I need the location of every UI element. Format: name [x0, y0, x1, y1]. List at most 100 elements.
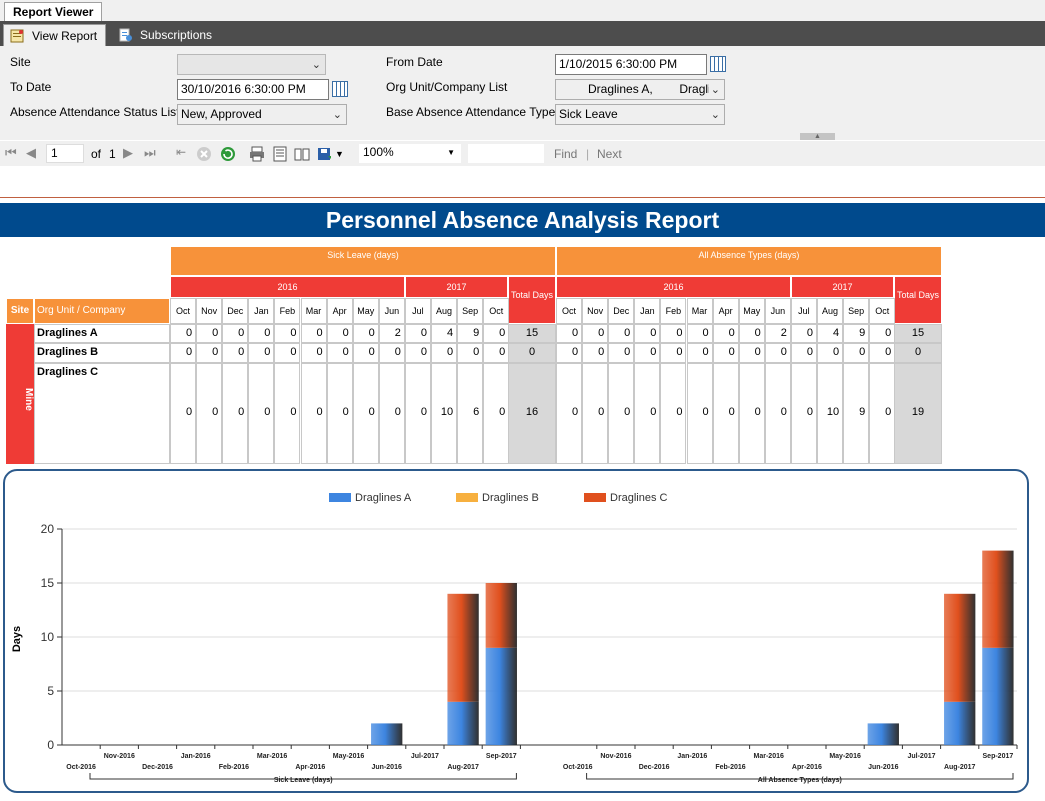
value-cell: 0: [378, 363, 405, 464]
year-header-2016: 2016: [170, 276, 405, 298]
month-header: Dec: [222, 298, 249, 324]
x-tick-label: Oct-2016: [563, 764, 593, 771]
tab-report-viewer[interactable]: Report Viewer: [4, 2, 103, 22]
calendar-icon[interactable]: [710, 56, 726, 72]
month-header: Oct: [869, 298, 896, 324]
value-cell: 9: [457, 324, 484, 343]
x-tick-label: Feb-2016: [715, 764, 745, 771]
org-select[interactable]: Draglines A, Draglir ⌄: [555, 79, 725, 100]
month-header: Oct: [170, 298, 197, 324]
status-select[interactable]: New, Approved ⌄: [177, 104, 347, 125]
value-cell: 0: [378, 343, 405, 363]
y-tick-label: 5: [47, 684, 54, 698]
value-cell: 0: [222, 363, 249, 464]
month-header: Apr: [712, 298, 739, 324]
value-cell: 0: [660, 343, 687, 363]
print-layout-icon[interactable]: [272, 146, 288, 162]
previous-page-icon[interactable]: ◀: [26, 145, 36, 160]
x-tick-label: Mar-2016: [754, 753, 784, 760]
value-cell: 0: [483, 324, 510, 343]
x-tick-label: Jun-2016: [868, 764, 898, 771]
site-select[interactable]: ⌄: [177, 54, 326, 75]
value-cell: 0: [196, 324, 223, 343]
value-cell: 0: [274, 343, 301, 363]
value-cell: 0: [843, 343, 870, 363]
last-page-icon[interactable]: ⏭: [144, 145, 156, 160]
value-cell: 9: [843, 363, 870, 464]
find-input[interactable]: [468, 144, 544, 163]
tab-subscriptions[interactable]: Subscriptions: [112, 24, 220, 46]
value-cell: 0: [738, 324, 765, 343]
print-icon[interactable]: [249, 146, 265, 162]
value-cell: 0: [196, 363, 223, 464]
stop-icon[interactable]: [196, 146, 212, 162]
x-tick-label: Sep-2017: [486, 753, 517, 760]
export-dropdown-icon[interactable]: ▼: [335, 149, 344, 159]
refresh-icon[interactable]: [220, 146, 236, 162]
page-number-input[interactable]: 1: [46, 144, 84, 163]
month-header: Aug: [817, 298, 844, 324]
group-label: All Absence Types (days): [758, 777, 842, 784]
month-header: Oct: [483, 298, 510, 324]
value-cell: 0: [248, 324, 275, 343]
first-page-icon[interactable]: ⏮: [5, 145, 17, 160]
next-link[interactable]: Next: [597, 147, 622, 161]
value-cell: 0: [582, 363, 609, 464]
month-header: Jul: [790, 298, 817, 324]
export-icon[interactable]: [317, 146, 333, 162]
page-setup-icon[interactable]: [294, 146, 310, 162]
org-name: Draglines A: [34, 324, 170, 343]
site-cell-mine: Mine: [6, 324, 34, 464]
x-tick-label: Apr-2016: [295, 764, 325, 771]
legend-label: Draglines C: [610, 492, 668, 504]
group-header-sick: Sick Leave (days): [170, 246, 556, 276]
month-header: Feb: [660, 298, 687, 324]
calendar-icon[interactable]: [332, 81, 348, 97]
chevron-down-icon: ⌄: [311, 59, 321, 71]
chevron-down-icon: ⌄: [708, 81, 720, 99]
tab-subscriptions-label: Subscriptions: [140, 28, 213, 42]
value-cell: 0: [300, 324, 327, 343]
value-cell: 0: [712, 324, 739, 343]
value-cell: 6: [457, 363, 484, 464]
group-label: Sick Leave (days): [274, 777, 333, 784]
value-cell: 0: [634, 343, 661, 363]
collapse-parameters-button[interactable]: ▲: [800, 133, 835, 140]
month-header: Jan: [634, 298, 661, 324]
value-cell: 0: [608, 324, 635, 343]
type-select[interactable]: Sick Leave ⌄: [555, 104, 725, 125]
tab-strip: Report Viewer: [0, 0, 1045, 22]
y-tick-label: 15: [41, 576, 55, 590]
y-axis-title: Days: [11, 626, 23, 652]
page-total: 1: [109, 147, 116, 161]
report-table: Sick Leave (days) All Absence Types (days…: [6, 246, 943, 464]
x-tick-label: Aug-2017: [447, 764, 479, 771]
next-page-icon[interactable]: ▶: [123, 145, 133, 160]
x-tick-label: May-2016: [333, 753, 365, 760]
month-header: Dec: [608, 298, 635, 324]
value-cell: 0: [790, 343, 817, 363]
zoom-select[interactable]: 100% ▼: [359, 144, 461, 163]
org-value: Draglines A, Draglir: [588, 82, 715, 96]
value-cell: 9: [843, 324, 870, 343]
x-tick-label: Dec-2016: [142, 764, 173, 771]
back-icon[interactable]: ⇤: [176, 145, 187, 159]
value-cell: 0: [274, 324, 301, 343]
type-value: Sick Leave: [559, 107, 618, 121]
month-header: Jun: [378, 298, 405, 324]
x-tick-label: Jan-2016: [677, 753, 707, 760]
from-date-input[interactable]: 1/10/2015 6:30:00 PM: [555, 54, 707, 75]
value-cell: 0: [326, 343, 353, 363]
value-cell: 0: [431, 343, 458, 363]
month-header: Nov: [196, 298, 223, 324]
y-tick-label: 20: [41, 522, 55, 536]
tab-view-report[interactable]: View Report: [3, 24, 107, 46]
find-link[interactable]: Find: [554, 147, 578, 161]
value-cell: 2: [764, 324, 791, 343]
value-cell: 2: [378, 324, 405, 343]
org-label: Org Unit/Company List: [386, 80, 508, 94]
to-date-input[interactable]: 30/10/2016 6:30:00 PM: [177, 79, 329, 100]
total-days-header: Total Days: [508, 276, 556, 324]
value-cell: 0: [582, 324, 609, 343]
value-cell: 0: [660, 324, 687, 343]
